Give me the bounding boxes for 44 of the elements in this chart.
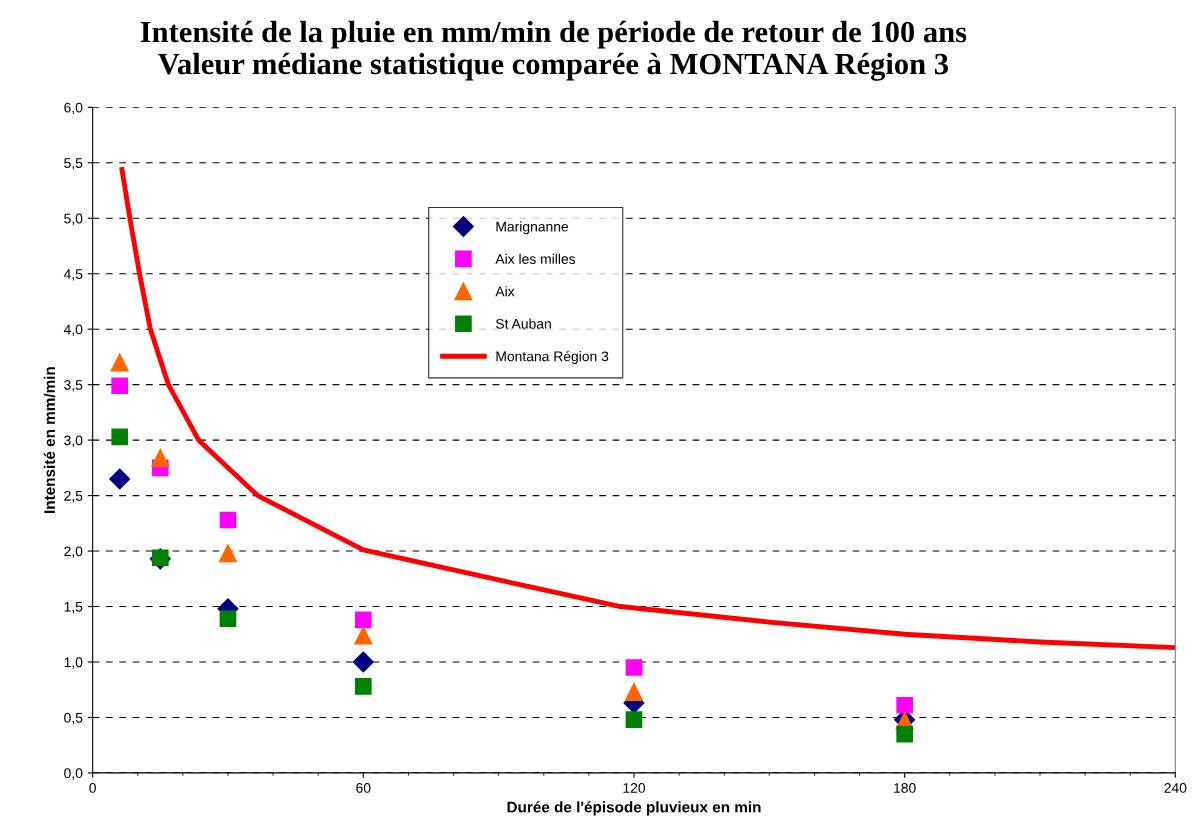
point <box>354 611 372 629</box>
point <box>354 678 372 695</box>
point <box>625 711 643 729</box>
point <box>896 696 913 714</box>
point <box>624 682 644 701</box>
point <box>896 725 913 743</box>
y-tick-label: 1,5 <box>64 602 83 614</box>
x-tick-label: 60 <box>356 783 371 793</box>
point <box>219 610 237 628</box>
y-tick-label: 4,5 <box>63 269 83 281</box>
y-tick-label: 6,0 <box>64 102 83 115</box>
y-tick-label: 0,0 <box>64 768 83 780</box>
y-tick-label: 3,0 <box>64 435 83 447</box>
y-tick-label: 1,0 <box>64 657 83 669</box>
point <box>219 511 237 529</box>
point <box>110 353 129 372</box>
chart-title: Intensité de la pluie en mm/min de période de retour de 100 ans Valeur médiane statistique comparée à MONTANA Région 3 <box>140 20 967 81</box>
legend-label: Marignanne <box>496 221 569 235</box>
point <box>151 448 170 467</box>
y-tick-label: 2,5 <box>64 490 83 503</box>
legend-label: Aix <box>495 286 515 297</box>
y-tick-label: 3,5 <box>64 380 83 392</box>
y-tick-label: 4,0 <box>63 324 83 336</box>
y-tick-label: 2,0 <box>64 546 83 558</box>
x-tick-label: 240 <box>1164 783 1187 793</box>
x-tick-label: 120 <box>623 783 646 793</box>
legend-label: St Auban <box>495 318 551 329</box>
legend-label: Aix les milles <box>495 253 576 264</box>
y-axis-title: Intensité en mm/min <box>43 367 56 513</box>
x-tick-label: 180 <box>894 783 916 793</box>
y-tick-label: 0,5 <box>64 712 83 725</box>
x-tick-label: 0 <box>89 783 96 793</box>
point <box>111 377 129 395</box>
y-tick-label: 5,5 <box>64 158 83 170</box>
point <box>625 659 643 676</box>
point <box>109 468 131 490</box>
point <box>352 651 374 673</box>
point <box>111 428 129 446</box>
point <box>354 626 373 645</box>
x-axis-title: Durée de l'épisode pluvieux en min <box>507 801 761 816</box>
legend-label: Montana Région 3 <box>496 350 609 365</box>
point <box>218 544 237 563</box>
y-tick-label: 5,0 <box>64 213 83 226</box>
line-series <box>119 167 1176 650</box>
